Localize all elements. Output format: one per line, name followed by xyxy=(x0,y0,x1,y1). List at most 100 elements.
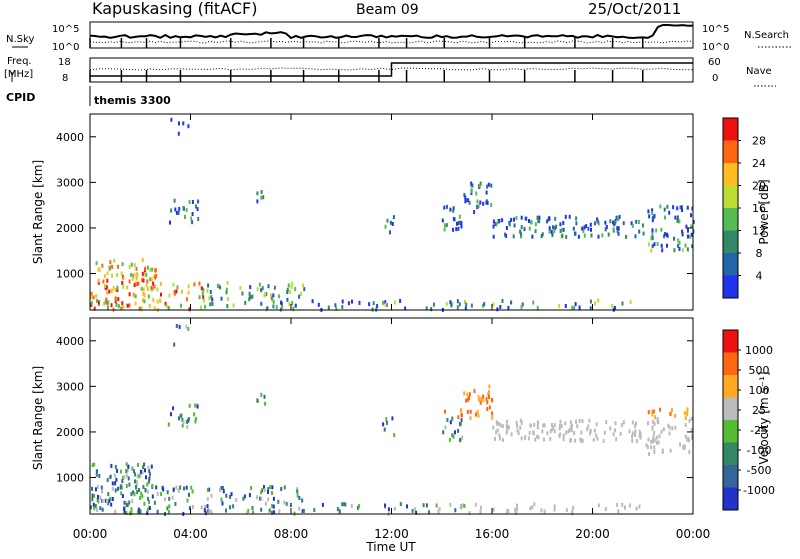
heatmap-cell xyxy=(90,291,93,296)
heatmap-cell xyxy=(139,496,142,500)
heatmap-cell xyxy=(134,472,137,477)
heatmap-cell xyxy=(294,303,297,308)
colorbar-frame xyxy=(722,329,739,511)
heatmap-cell xyxy=(133,492,136,497)
heatmap-cell xyxy=(206,504,209,509)
heatmap-cell xyxy=(573,306,576,311)
heatmap-cell xyxy=(523,227,526,232)
heatmap-cell xyxy=(192,505,194,509)
heatmap-cell xyxy=(241,291,244,296)
heatmap-cell xyxy=(146,489,149,494)
heatmap-cell xyxy=(187,326,190,331)
heatmap-cell xyxy=(130,511,133,516)
heatmap-cell xyxy=(122,276,125,281)
heatmap-cell xyxy=(114,509,117,514)
heatmap-cell xyxy=(120,491,123,496)
heatmap-cell xyxy=(123,506,126,511)
heatmap-cell xyxy=(631,223,634,228)
heatmap-cell xyxy=(195,417,197,422)
heatmap-cell xyxy=(248,297,251,302)
heatmap-cell xyxy=(691,244,694,249)
heatmap-cell xyxy=(612,432,615,437)
heatmap-cell xyxy=(271,485,274,490)
heatmap-cell xyxy=(684,416,687,421)
heatmap-cell xyxy=(609,426,612,431)
heatmap-cell xyxy=(132,490,135,495)
heatmap-cell xyxy=(674,215,677,220)
heatmap-cell xyxy=(688,418,691,423)
heatmap-cell xyxy=(280,301,283,306)
heatmap-cell xyxy=(350,504,353,509)
heatmap-cell xyxy=(159,299,162,304)
heatmap-cell xyxy=(686,247,689,252)
heatmap-cell xyxy=(115,287,117,292)
heatmap-cell xyxy=(383,427,386,432)
heatmap-cell xyxy=(204,304,207,309)
heatmap-cell xyxy=(288,302,291,307)
heatmap-cell xyxy=(144,488,147,493)
heatmap-cell xyxy=(173,198,176,203)
heatmap-cell xyxy=(187,290,190,295)
heatmap-cell xyxy=(653,445,656,450)
heatmap-cell xyxy=(565,430,568,435)
heatmap-cell xyxy=(97,499,100,504)
heatmap-cell xyxy=(497,421,500,426)
heatmap-cell xyxy=(182,121,185,126)
nsearch-label: N.Search xyxy=(744,30,789,41)
heatmap-cell xyxy=(477,395,480,400)
y-tick-label: 1000 xyxy=(56,472,84,485)
date-title: 25/Oct/2011 xyxy=(588,0,681,18)
colorbar-tick-label: -100 xyxy=(747,444,772,457)
heatmap-cell xyxy=(144,266,147,271)
colorbar-tick-label: 24 xyxy=(752,157,766,170)
heatmap-cell xyxy=(655,435,658,440)
heatmap-cell xyxy=(653,430,656,435)
heatmap-cell xyxy=(156,509,159,514)
heatmap-cell xyxy=(596,436,599,441)
heatmap-cell xyxy=(442,430,445,435)
heatmap-cell xyxy=(686,408,689,413)
heatmap-cell xyxy=(652,420,655,424)
heatmap-cell xyxy=(260,190,263,194)
heatmap-cell xyxy=(678,219,681,224)
heatmap-cell xyxy=(197,199,200,204)
heatmap-cell xyxy=(669,448,672,453)
heatmap-cell xyxy=(104,283,107,288)
heatmap-cell xyxy=(492,219,495,224)
heatmap-cell xyxy=(659,204,662,209)
heatmap-cell xyxy=(479,200,482,205)
heatmap-cell xyxy=(141,298,144,303)
heatmap-cell xyxy=(123,475,126,480)
heatmap-cell xyxy=(553,507,556,512)
heatmap-cell xyxy=(126,285,129,290)
heatmap-cell xyxy=(96,484,99,489)
heatmap-cell xyxy=(446,418,449,423)
heatmap-cell xyxy=(631,420,634,425)
heatmap-cell xyxy=(631,438,634,443)
heatmap-cell xyxy=(106,278,109,283)
heatmap-cell xyxy=(678,240,681,245)
heatmap-cell xyxy=(446,204,448,209)
colorbar-tick-label: -500 xyxy=(747,464,772,477)
heatmap-cell xyxy=(482,201,485,206)
heatmap-cell xyxy=(270,295,273,300)
heatmap-cell xyxy=(209,290,212,294)
heatmap-cell xyxy=(143,299,146,304)
heatmap-cell xyxy=(676,215,679,220)
heatmap-cell xyxy=(452,227,454,232)
heatmap-cell xyxy=(457,428,460,433)
heatmap-cell xyxy=(140,307,143,312)
heatmap-cell xyxy=(384,503,386,508)
heatmap-cell xyxy=(660,429,663,434)
heatmap-cell xyxy=(225,290,228,295)
heatmap-cell xyxy=(127,476,130,481)
heatmap-cell xyxy=(181,423,184,428)
y-tick-label: 3000 xyxy=(56,380,84,393)
heatmap-cell xyxy=(605,225,608,229)
heatmap-cell xyxy=(569,420,572,425)
heatmap-cell xyxy=(620,423,623,427)
heatmap-cell xyxy=(128,279,131,284)
heatmap-cell xyxy=(97,278,100,283)
heatmap-cell xyxy=(548,216,551,221)
heatmap-cell xyxy=(533,422,536,427)
